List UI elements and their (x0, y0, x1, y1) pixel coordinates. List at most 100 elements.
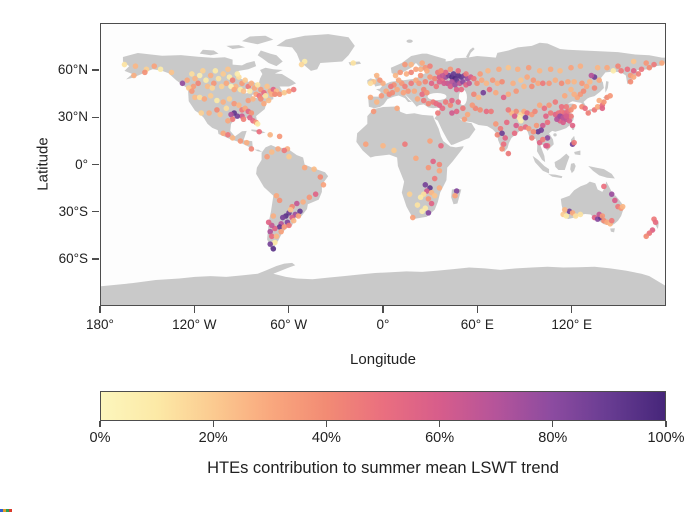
lake-site-dot (610, 68, 617, 74)
lake-site-dot (297, 208, 303, 215)
y-tick-mark (92, 116, 99, 119)
lake-site-dot (420, 97, 427, 104)
lake-site-dot (461, 116, 468, 123)
lake-site-dot (189, 71, 195, 77)
lake-site-dot (201, 96, 208, 102)
x-tick-label: 60° W (270, 317, 308, 332)
lake-site-dot (229, 116, 236, 123)
x-tick-label: 120° W (172, 317, 217, 332)
lake-site-dot (286, 88, 292, 94)
lake-site-dot (535, 80, 541, 87)
lake-site-dot (483, 108, 490, 115)
lake-site-dot (195, 80, 201, 87)
lake-site-dot (270, 213, 277, 219)
lake-site-dot (536, 102, 543, 108)
lake-site-dot (524, 110, 530, 116)
lake-site-dot (544, 135, 551, 141)
lake-site-dot (311, 166, 317, 172)
lake-site-dot (646, 64, 653, 71)
colorbar-tick-mark (212, 421, 214, 427)
lake-site-dot (402, 83, 408, 90)
lake-site-dot (627, 78, 634, 85)
x-tick-mark (476, 306, 479, 313)
lake-site-dot (131, 72, 137, 79)
colorbar-tick-label: 0% (89, 430, 111, 446)
lake-site-dot (587, 78, 593, 85)
lake-site-dot (618, 68, 624, 74)
lake-site-dot (571, 91, 577, 98)
lake-site-dot (518, 118, 524, 124)
lake-site-dot (378, 93, 385, 99)
lake-site-dot (402, 61, 408, 68)
lake-site-dot (157, 66, 164, 73)
lake-site-dot (494, 132, 501, 138)
lake-site-dot (248, 110, 255, 116)
lake-site-dot (453, 108, 460, 115)
lake-site-dot (121, 61, 128, 68)
lake-site-dot (455, 68, 461, 74)
continent-antarctica (101, 262, 665, 305)
lake-site-dot (240, 116, 247, 123)
lake-site-dot (179, 80, 186, 87)
lake-site-dot (215, 75, 222, 82)
lake-site-dot (561, 206, 568, 213)
lake-site-dot (236, 102, 242, 108)
colorbar-tick-label: 20% (198, 430, 228, 446)
colorbar-tick-mark (552, 421, 554, 427)
lake-site-dot (489, 77, 496, 83)
lake-site-dot (268, 233, 275, 240)
lake-site-dot (433, 100, 440, 107)
lake-site-dot (566, 118, 573, 124)
lake-site-dot (525, 64, 532, 71)
lake-site-dot (427, 63, 433, 69)
lake-site-dot (615, 63, 621, 69)
lake-site-dot (533, 122, 540, 129)
lake-site-dot (190, 83, 197, 90)
lake-site-dot (608, 217, 615, 224)
lake-site-dot (572, 213, 579, 219)
lake-site-dot (513, 122, 519, 129)
lake-site-dot (433, 83, 440, 90)
lake-site-dot (540, 122, 546, 129)
lake-site-dot (392, 72, 399, 79)
lake-site-dot (500, 141, 507, 147)
lake-site-dot (267, 228, 273, 235)
lake-site-dot (373, 99, 380, 105)
lake-site-dot (431, 175, 438, 182)
lake-site-dot (425, 100, 432, 107)
lake-site-dot (247, 114, 253, 121)
lake-site-dot (276, 224, 283, 230)
lake-site-dot (264, 153, 270, 160)
colorbar-tick-mark (325, 421, 327, 427)
lake-site-dot (287, 206, 294, 213)
lake-site-dot (510, 80, 516, 87)
lake-site-dot (530, 128, 537, 135)
lake-site-dot (425, 210, 432, 216)
lake-site-dot (455, 99, 461, 105)
lake-site-dot (585, 110, 592, 116)
lake-site-dot (624, 66, 631, 73)
lake-site-dot (525, 125, 532, 132)
lake-site-dot (422, 78, 429, 85)
lake-site-dot (214, 97, 220, 104)
x-tick-mark (193, 306, 196, 313)
lake-site-dot (411, 88, 418, 94)
lake-site-dot (558, 103, 565, 110)
lake-site-dot (544, 119, 551, 126)
lake-site-dot (505, 91, 512, 98)
lake-site-dot (552, 99, 559, 105)
lake-site-dot (256, 128, 263, 135)
lake-site-dot (350, 60, 357, 66)
lake-site-dot (538, 127, 545, 133)
lake-site-dot (294, 200, 300, 207)
lake-site-dot (380, 142, 386, 149)
lake-site-dot (529, 83, 535, 90)
lake-site-dot (486, 86, 493, 93)
lake-site-dot (286, 153, 292, 160)
lake-site-dot (651, 61, 657, 68)
lake-site-dot (220, 71, 226, 77)
lake-site-dot (496, 66, 502, 73)
lake-site-dot (599, 213, 606, 219)
x-tick-label: 120° E (551, 317, 592, 332)
lake-site-dot (402, 141, 408, 147)
